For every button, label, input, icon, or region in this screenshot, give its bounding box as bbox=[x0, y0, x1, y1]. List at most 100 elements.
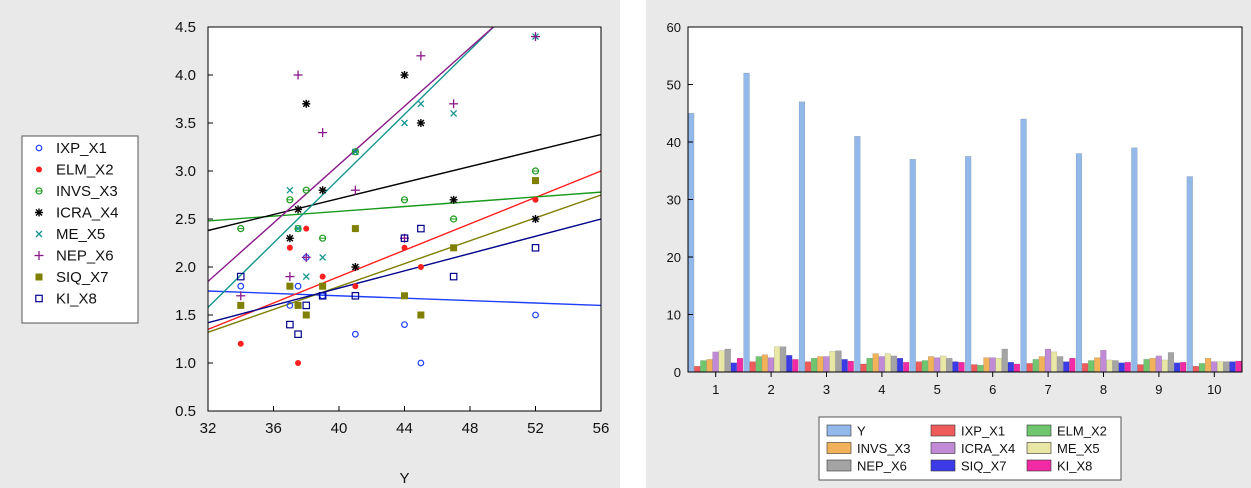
x-tick-label: 44 bbox=[396, 420, 413, 437]
point-me-x5 bbox=[401, 119, 408, 127]
legend-swatch-elm-x2 bbox=[1026, 424, 1052, 437]
bar-invs-x3-2 bbox=[761, 354, 768, 373]
legend-marker-me-x5 bbox=[35, 230, 43, 238]
x-tick-label: 7 bbox=[1044, 382, 1051, 397]
point-ixp-x1 bbox=[417, 359, 425, 367]
legend-swatch-icra-x4 bbox=[930, 442, 956, 454]
point-me-x5 bbox=[417, 100, 425, 108]
bar-invs-x3-1 bbox=[706, 359, 713, 373]
bar-icra-x4-5 bbox=[934, 357, 941, 373]
x-tick-label: 9 bbox=[1155, 382, 1162, 397]
bar-siq-x7-1 bbox=[730, 362, 737, 373]
point-ixp-x1 bbox=[351, 330, 359, 338]
legend-swatch-nep-x6 bbox=[826, 459, 852, 472]
y-tick-label: 2.0 bbox=[175, 259, 196, 276]
bar-me-x5-7 bbox=[1050, 351, 1058, 373]
point-elm-x2 bbox=[286, 244, 293, 251]
point-me-x5-d2 bbox=[302, 273, 310, 281]
bar-invs-x3-3 bbox=[817, 356, 824, 373]
legend-label-nep-x6: NEP_X6 bbox=[56, 248, 114, 265]
point-invs-x3 bbox=[302, 186, 310, 194]
bar-me-x5-4 bbox=[884, 353, 891, 373]
legend-marker-invs-x3 bbox=[35, 187, 43, 195]
point-icra-x4 bbox=[285, 234, 294, 243]
x-tick-label: 6 bbox=[989, 382, 996, 397]
point-siq-x7 bbox=[417, 311, 425, 319]
point-invs-x3 bbox=[237, 225, 245, 233]
bar-ixp-x1-3 bbox=[804, 361, 812, 373]
y-tick-label: 0.5 bbox=[175, 403, 196, 420]
point-elm-x2 bbox=[401, 244, 408, 251]
bar-invs-x3-8 bbox=[1094, 357, 1101, 373]
point-elm-x2 bbox=[237, 340, 244, 347]
bar-me-x5-8 bbox=[1106, 359, 1113, 373]
y-tick-label: 30 bbox=[667, 193, 681, 208]
bar-icra-x4-4 bbox=[878, 356, 885, 373]
point-me-x5-d2 bbox=[401, 119, 408, 127]
legend-swatch-ixp-x1 bbox=[930, 424, 956, 437]
y-tick-label: 40 bbox=[667, 135, 681, 150]
legend-label-invs-x3: INVS_X3 bbox=[56, 183, 118, 200]
point-siq-x7 bbox=[532, 177, 539, 185]
point-icra-x4-d2 bbox=[294, 205, 302, 213]
x-tick-label: 3 bbox=[823, 382, 830, 397]
bar-ki-x8-10 bbox=[1235, 360, 1242, 373]
point-siq-x7 bbox=[401, 292, 408, 300]
point-me-x5-d2 bbox=[294, 225, 302, 233]
bar-ki-x8-2 bbox=[792, 359, 799, 373]
legend-marker-ixp-x1 bbox=[35, 144, 43, 152]
bar-y-10 bbox=[1186, 176, 1193, 373]
point-siq-x7 bbox=[450, 244, 458, 252]
x-tick-label: 32 bbox=[200, 420, 217, 437]
legend-label-y: Y bbox=[857, 424, 866, 439]
bar-nep-x6-7 bbox=[1057, 356, 1064, 373]
y-tick-label: 4.0 bbox=[175, 67, 196, 84]
legend-label-icra-x4: ICRA_X4 bbox=[961, 441, 1015, 456]
bar-nep-x6-1 bbox=[724, 348, 731, 373]
point-ki-x8 bbox=[286, 320, 294, 329]
y-tick-label: 20 bbox=[667, 250, 681, 265]
legend-swatch-ki-x8 bbox=[1026, 459, 1052, 472]
point-invs-x3 bbox=[450, 215, 458, 223]
bar-ixp-x1-2 bbox=[749, 361, 756, 373]
y-tick-label: 2.5 bbox=[175, 211, 196, 228]
legend-label-invs-x3: INVS_X3 bbox=[857, 441, 910, 456]
point-elm-x2 bbox=[532, 196, 539, 203]
bar-y-4 bbox=[854, 136, 861, 373]
legend-label-ki-x8: KI_X8 bbox=[56, 291, 97, 308]
bar-me-x5-10 bbox=[1217, 361, 1224, 373]
bar-ki-x8-9 bbox=[1180, 362, 1187, 373]
point-me-x5-d2 bbox=[417, 100, 425, 108]
y-tick-label: 10 bbox=[667, 308, 681, 323]
bar-icra-x4-10 bbox=[1211, 361, 1218, 373]
point-ki-x8 bbox=[531, 244, 540, 252]
bar-elm-x2-5 bbox=[921, 360, 929, 373]
y-tick-label: 50 bbox=[667, 78, 681, 93]
point-ixp-x1 bbox=[286, 302, 294, 309]
point-ixp-x1 bbox=[532, 311, 539, 319]
point-me-x5 bbox=[319, 253, 327, 261]
bar-icra-x4-3 bbox=[823, 356, 830, 373]
bar-ixp-x1-1 bbox=[694, 366, 701, 373]
bar-nep-x6-6 bbox=[1001, 348, 1008, 373]
series-siq-x7 bbox=[237, 177, 539, 319]
legend-label-siq-x7: SIQ_X7 bbox=[961, 459, 1007, 474]
legend-marker-siq-x7 bbox=[35, 273, 43, 281]
legend-swatch-y bbox=[826, 424, 852, 437]
point-icra-x4-d2 bbox=[286, 234, 294, 242]
point-ki-x8 bbox=[318, 292, 327, 300]
bar-ixp-x1-7 bbox=[1026, 363, 1033, 373]
point-me-x5-d2 bbox=[286, 186, 294, 194]
point-ixp-x1 bbox=[237, 282, 245, 290]
bar-nep-x6-10 bbox=[1223, 361, 1230, 373]
point-ki-x8 bbox=[449, 272, 458, 281]
point-icra-x4 bbox=[416, 119, 425, 127]
bar-chart: 1 2 3 4 5 6 7 8 9 10 0 10 20 30 40 50 60 Y IXP_X1 ELM_X2 INV… bbox=[667, 20, 1243, 481]
point-siq-x7 bbox=[319, 282, 327, 290]
bar-group-9 bbox=[1131, 147, 1187, 373]
bar-y-1 bbox=[688, 113, 695, 373]
bar-y-9 bbox=[1131, 147, 1138, 373]
point-nep-x6 bbox=[318, 128, 328, 138]
bar-siq-x7-5 bbox=[952, 361, 959, 373]
bar-icra-x4-8 bbox=[1100, 349, 1107, 373]
